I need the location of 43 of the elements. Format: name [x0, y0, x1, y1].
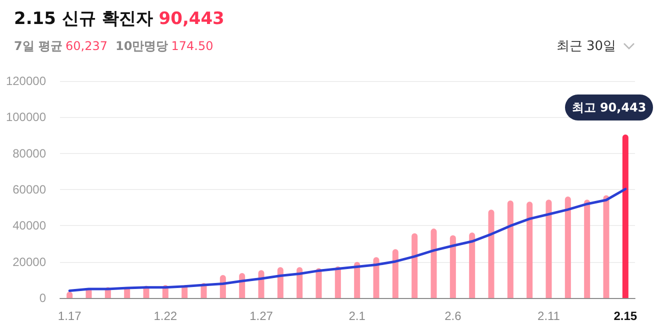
- bar: [373, 257, 380, 298]
- bar: [584, 200, 590, 298]
- bar: [258, 270, 264, 298]
- bar: [603, 195, 610, 298]
- x-tick-label: 2.1: [348, 309, 366, 323]
- bar: [488, 210, 494, 298]
- x-tick-label: 1.22: [154, 309, 178, 323]
- text: 10만명당: [116, 39, 168, 53]
- annotation: 최고 90,443: [572, 100, 646, 114]
- bar: [450, 235, 456, 298]
- bar: [392, 249, 398, 298]
- x-tick-label: 2.6: [444, 309, 462, 323]
- text: 최근 30일: [556, 38, 616, 55]
- y-tick-label: 100000: [6, 110, 46, 124]
- y-tick-label: 80000: [12, 146, 46, 160]
- text: 60,237: [66, 39, 108, 53]
- y-tick-label: 0: [39, 291, 46, 305]
- bar: [469, 232, 476, 298]
- bar: [526, 202, 533, 298]
- y-tick-label: 60000: [12, 182, 46, 196]
- text: 90,443: [158, 9, 224, 29]
- text: 7일 평균: [14, 39, 63, 53]
- bar: [296, 267, 303, 298]
- bar: [546, 200, 552, 298]
- x-tick-label: 1.27: [250, 309, 274, 323]
- x-tick-label: 2.15: [614, 309, 638, 323]
- bar: [507, 200, 514, 298]
- bar: [334, 266, 341, 298]
- bar: [412, 233, 418, 298]
- bar: [622, 134, 628, 298]
- x-tick-label: 2.11: [538, 309, 560, 323]
- y-tick-label: 20000: [12, 254, 46, 269]
- y-tick-label: 40000: [12, 218, 46, 233]
- bar: [564, 196, 571, 298]
- y-tick-label: 120000: [6, 74, 46, 88]
- x-tick-label: 1.17: [58, 309, 82, 323]
- bar: [277, 267, 284, 298]
- bar: [430, 228, 437, 298]
- bar: [316, 268, 322, 298]
- line-series: [68, 188, 627, 292]
- text: 174.50: [171, 39, 214, 53]
- bar: [354, 262, 360, 298]
- chart-title: 2.15 신규 확진자: [14, 9, 153, 29]
